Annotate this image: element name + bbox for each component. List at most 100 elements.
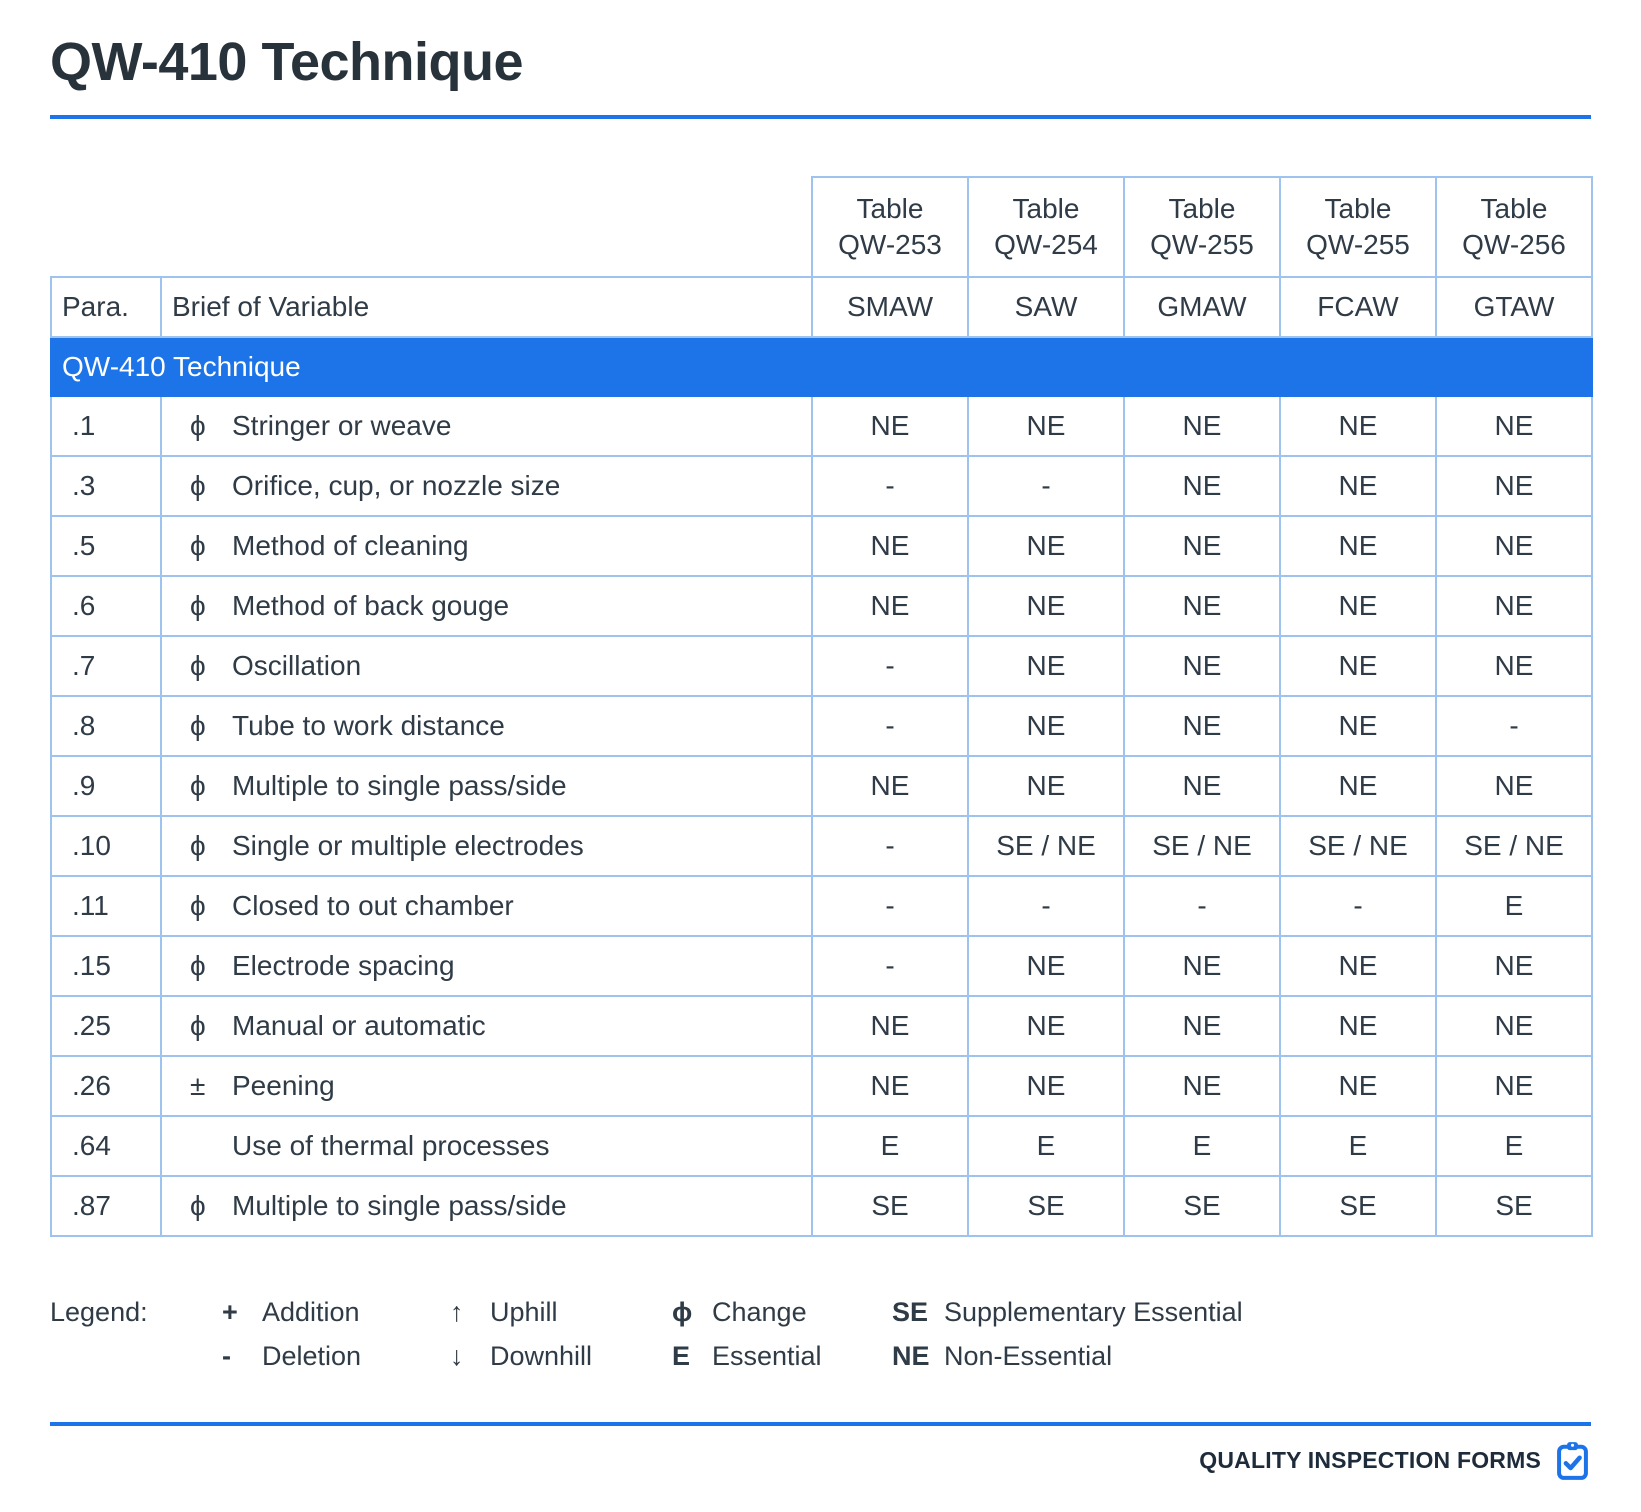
process-header-gmaw: GMAW bbox=[1123, 276, 1281, 338]
legend: Legend: + Addition - Deletion ↑ Uphill ↓ Dow… bbox=[50, 1290, 1591, 1378]
legend-entry-downhill: ↓ Downhill bbox=[450, 1334, 672, 1378]
brief-cell: ϕ Multiple to single pass/side bbox=[160, 755, 813, 817]
process-header-row: Para. Brief of Variable SMAW SAW GMAW FC… bbox=[50, 276, 1593, 338]
essential-symbol: E bbox=[672, 1341, 691, 1371]
para-cell: .5 bbox=[50, 515, 162, 577]
footer: QUALITY INSPECTION FORMS bbox=[50, 1440, 1591, 1481]
up-arrow-icon: ↑ bbox=[450, 1297, 464, 1327]
legend-text: Essential bbox=[712, 1341, 822, 1371]
table-row: .25 ϕ Manual or automatic NE NE NE NE NE bbox=[50, 995, 1593, 1057]
value-cell: SE bbox=[811, 1175, 969, 1237]
value-cell: - bbox=[967, 875, 1125, 937]
value-cell: NE bbox=[1123, 695, 1281, 757]
table-number: QW-255 bbox=[1150, 229, 1254, 260]
value-cell: NE bbox=[811, 1055, 969, 1117]
variables-table: Table QW-253 Table QW-254 Table QW-255 T… bbox=[50, 176, 1593, 1237]
para-cell: .3 bbox=[50, 455, 162, 517]
table-row: .9 ϕ Multiple to single pass/side NE NE NE NE N… bbox=[50, 755, 1593, 817]
brief-text: Manual or automatic bbox=[232, 1010, 486, 1041]
variable-symbol: ϕ bbox=[190, 890, 206, 921]
value-cell: SE / NE bbox=[1279, 815, 1437, 877]
brief-cell: ϕ Stringer or weave bbox=[160, 395, 813, 457]
value-cell: NE bbox=[1279, 755, 1437, 817]
brief-cell: ϕ Method of back gouge bbox=[160, 575, 813, 637]
value-cell: - bbox=[1279, 875, 1437, 937]
variable-symbol: ± bbox=[190, 1070, 206, 1101]
brief-cell: ϕ Closed to out chamber bbox=[160, 875, 813, 937]
table-word: Table bbox=[1168, 193, 1236, 224]
process-header-saw: SAW bbox=[967, 276, 1125, 338]
value-cell: NE bbox=[811, 515, 969, 577]
legend-entry-addition: + Addition bbox=[222, 1290, 450, 1334]
brief-text: Multiple to single pass/side bbox=[232, 770, 567, 801]
footer-divider bbox=[50, 1422, 1591, 1426]
value-cell: - bbox=[811, 635, 969, 697]
value-cell: - bbox=[811, 455, 969, 517]
value-cell: NE bbox=[1123, 1055, 1281, 1117]
clipboard-check-icon bbox=[1557, 1442, 1588, 1480]
variable-symbol: ϕ bbox=[190, 770, 206, 801]
value-cell: NE bbox=[1435, 575, 1593, 637]
value-cell: NE bbox=[967, 935, 1125, 997]
brief-text: Peening bbox=[232, 1070, 335, 1101]
legend-column: SE Supplementary Essential NE Non-Essentia… bbox=[892, 1290, 1243, 1378]
table-row: .6 ϕ Method of back gouge NE NE NE NE NE bbox=[50, 575, 1593, 637]
variable-symbol: ϕ bbox=[190, 1010, 206, 1041]
legend-entry-deletion: - Deletion bbox=[222, 1334, 450, 1378]
variable-symbol: ϕ bbox=[190, 590, 206, 621]
legend-text: Supplementary Essential bbox=[944, 1297, 1243, 1327]
table-number: QW-256 bbox=[1462, 229, 1566, 260]
value-cell: NE bbox=[1123, 395, 1281, 457]
process-header-fcaw: FCAW bbox=[1279, 276, 1437, 338]
value-cell: E bbox=[1435, 1115, 1593, 1177]
value-cell: NE bbox=[1279, 455, 1437, 517]
variable-symbol: ϕ bbox=[190, 1190, 206, 1221]
value-cell: NE bbox=[1435, 995, 1593, 1057]
legend-text: Addition bbox=[262, 1297, 360, 1327]
ne-symbol: NE bbox=[892, 1341, 930, 1371]
table-row: .15 ϕ Electrode spacing - NE NE NE NE bbox=[50, 935, 1593, 997]
process-header-smaw: SMAW bbox=[811, 276, 969, 338]
value-cell: NE bbox=[1435, 1055, 1593, 1117]
brief-cell: ϕ Manual or automatic bbox=[160, 995, 813, 1057]
value-cell: NE bbox=[967, 575, 1125, 637]
value-cell: E bbox=[1435, 875, 1593, 937]
table-row: .7 ϕ Oscillation - NE NE NE NE bbox=[50, 635, 1593, 697]
value-cell: NE bbox=[1279, 1055, 1437, 1117]
brief-header-cell: Brief of Variable bbox=[160, 276, 813, 338]
para-cell: .10 bbox=[50, 815, 162, 877]
para-cell: .8 bbox=[50, 695, 162, 757]
variable-symbol: ϕ bbox=[190, 410, 206, 441]
value-cell: NE bbox=[1279, 575, 1437, 637]
value-cell: NE bbox=[811, 755, 969, 817]
value-cell: SE bbox=[967, 1175, 1125, 1237]
phi-symbol: ϕ bbox=[672, 1297, 693, 1327]
table-row: .8 ϕ Tube to work distance - NE NE NE - bbox=[50, 695, 1593, 757]
para-header-cell: Para. bbox=[50, 276, 162, 338]
table-row: .11 ϕ Closed to out chamber - - - - E bbox=[50, 875, 1593, 937]
value-cell: E bbox=[967, 1115, 1125, 1177]
column-header-table-1: Table QW-253 bbox=[811, 176, 969, 278]
value-cell: NE bbox=[1435, 935, 1593, 997]
value-cell: NE bbox=[1123, 935, 1281, 997]
value-cell: NE bbox=[1123, 575, 1281, 637]
para-cell: .7 bbox=[50, 635, 162, 697]
value-cell: NE bbox=[811, 395, 969, 457]
table-row: .87 ϕ Multiple to single pass/side SE SE SE SE… bbox=[50, 1175, 1593, 1237]
column-header-table-2: Table QW-254 bbox=[967, 176, 1125, 278]
value-cell: NE bbox=[967, 635, 1125, 697]
variable-symbol: ϕ bbox=[190, 830, 206, 861]
value-cell: NE bbox=[1123, 515, 1281, 577]
brief-cell: Use of thermal processes bbox=[160, 1115, 813, 1177]
legend-column: ↑ Uphill ↓ Downhill bbox=[450, 1290, 672, 1378]
table-row: .26 ± Peening NE NE NE NE NE bbox=[50, 1055, 1593, 1117]
process-header-gtaw: GTAW bbox=[1435, 276, 1593, 338]
legend-entry-change: ϕ Change bbox=[672, 1290, 892, 1334]
value-cell: NE bbox=[967, 395, 1125, 457]
legend-entry-uphill: ↑ Uphill bbox=[450, 1290, 672, 1334]
table-word: Table bbox=[1324, 193, 1392, 224]
brief-text: Single or multiple electrodes bbox=[232, 830, 584, 861]
brief-cell: ± Peening bbox=[160, 1055, 813, 1117]
value-cell: E bbox=[811, 1115, 969, 1177]
value-cell: NE bbox=[1123, 635, 1281, 697]
